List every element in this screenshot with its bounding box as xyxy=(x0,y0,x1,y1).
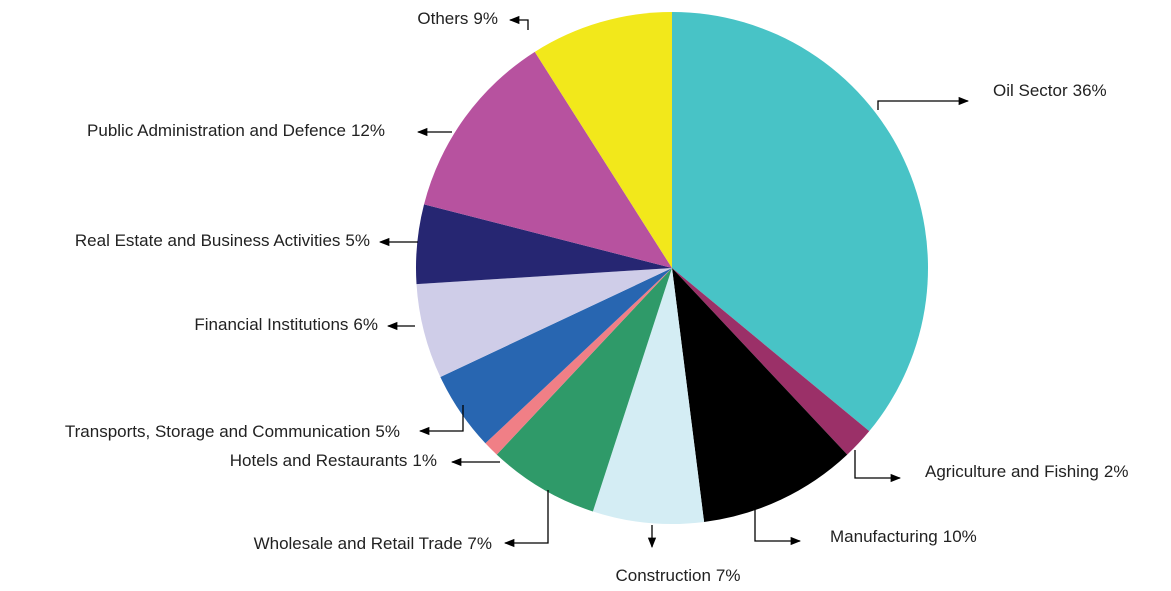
slice-label: Hotels and Restaurants 1% xyxy=(230,451,437,470)
category-name: Manufacturing xyxy=(830,527,938,546)
pie-slice xyxy=(534,12,672,268)
pie-slice xyxy=(672,268,870,455)
value-label: 5% xyxy=(375,422,400,441)
slice-label: Real Estate and Business Activities 5% xyxy=(75,231,370,250)
pie-slice xyxy=(496,268,672,512)
category-name: Hotels and Restaurants xyxy=(230,451,408,470)
value-label: 2% xyxy=(1104,462,1129,481)
category-name: Public Administration and Defence xyxy=(87,121,346,140)
value-label: 12% xyxy=(351,121,385,140)
slice-label: Transports, Storage and Communication 5% xyxy=(65,422,400,441)
slice-label: Agriculture and Fishing 2% xyxy=(925,462,1128,481)
pie-slice xyxy=(416,204,672,285)
pie-slice xyxy=(672,268,848,522)
leader-arrow xyxy=(877,96,970,110)
slice-label: Manufacturing 10% xyxy=(830,527,977,546)
leader-arrow xyxy=(503,490,549,548)
category-name: Agriculture and Fishing xyxy=(925,462,1099,481)
value-label: 6% xyxy=(353,315,378,334)
slice-label: Public Administration and Defence 12% xyxy=(87,121,385,140)
pie-slice xyxy=(592,268,705,525)
value-label: 7% xyxy=(716,566,741,585)
category-name: Transports, Storage and Communication xyxy=(65,422,371,441)
value-label: 1% xyxy=(412,451,437,470)
slice-label: Wholesale and Retail Trade 7% xyxy=(254,534,492,553)
pie-slice xyxy=(672,12,928,432)
leader-arrow xyxy=(854,450,902,483)
value-label: 10% xyxy=(943,527,977,546)
leader-arrow xyxy=(508,15,529,30)
category-name: Construction xyxy=(615,566,710,585)
slice-label: Others 9% xyxy=(417,9,498,28)
category-name: Others xyxy=(417,9,468,28)
value-label: 5% xyxy=(345,231,370,250)
slice-label: Construction 7% xyxy=(615,566,740,585)
pie-slice xyxy=(416,268,672,377)
slice-label: Oil Sector 36% xyxy=(993,81,1107,100)
category-name: Financial Institutions xyxy=(194,315,348,334)
category-name: Wholesale and Retail Trade xyxy=(254,534,463,553)
pie-slice xyxy=(485,268,672,455)
pie-slice xyxy=(424,51,672,268)
value-label: 9% xyxy=(473,9,498,28)
category-name: Oil Sector xyxy=(993,81,1068,100)
slice-label: Financial Institutions 6% xyxy=(194,315,378,334)
leader-arrow xyxy=(418,405,464,436)
pie-slice xyxy=(440,268,672,444)
category-name: Real Estate and Business Activities xyxy=(75,231,341,250)
value-label: 36% xyxy=(1073,81,1107,100)
leader-arrow xyxy=(754,490,802,546)
value-label: 7% xyxy=(467,534,492,553)
